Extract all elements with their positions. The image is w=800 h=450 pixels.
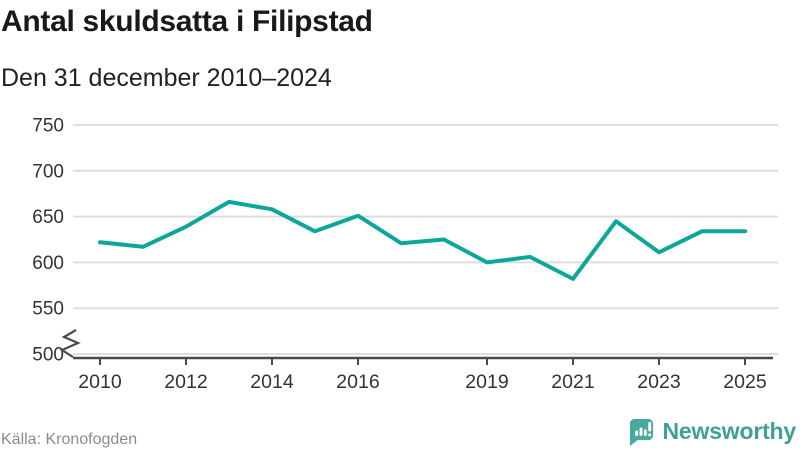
- mini-bar-chart-icon: [634, 421, 651, 437]
- y-axis-label: 500: [32, 345, 64, 366]
- newsworthy-logo-icon: [629, 418, 653, 446]
- y-axis-label: 600: [32, 253, 64, 274]
- x-axis-label: 2014: [250, 371, 294, 393]
- y-axis-label: 700: [32, 161, 64, 182]
- x-axis-label: 2012: [164, 371, 207, 393]
- y-axis-label: 650: [32, 207, 64, 228]
- x-axis-label: 2021: [551, 371, 594, 393]
- y-axis-label: 750: [32, 116, 64, 137]
- y-axis-break-icon: [59, 329, 81, 358]
- newsworthy-logo-text: Newsworthy: [662, 418, 797, 444]
- y-axis-label: 550: [32, 299, 64, 320]
- x-axis-label: 2019: [465, 371, 508, 393]
- chart-subtitle: Den 31 december 2010–2024: [1, 64, 332, 92]
- x-axis-label: 2023: [637, 371, 680, 393]
- x-axis-label: 2016: [336, 371, 379, 393]
- source-label: Källa: Kronofogden: [1, 431, 138, 448]
- x-axis-label: 2010: [78, 371, 122, 393]
- x-axis-label: 2025: [723, 371, 767, 393]
- newsworthy-logo: Newsworthy: [627, 415, 796, 447]
- chart-title: Antal skuldsatta i Filipstad: [1, 5, 373, 38]
- data-line: [98, 199, 747, 281]
